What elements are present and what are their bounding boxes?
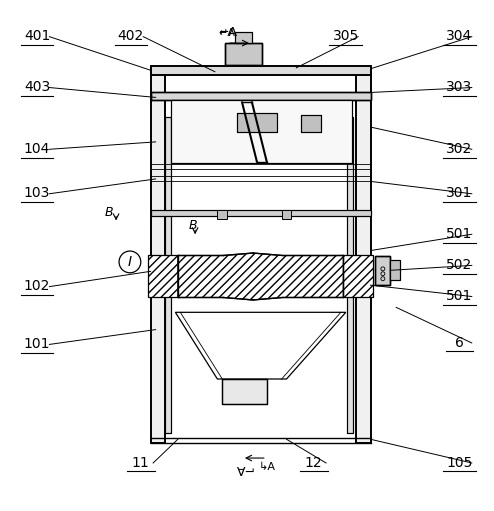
Bar <box>151 92 370 100</box>
Bar <box>375 256 390 285</box>
Bar <box>235 32 252 43</box>
Text: B: B <box>104 205 113 219</box>
Text: 502: 502 <box>446 258 473 272</box>
Bar <box>282 210 291 219</box>
Text: 6: 6 <box>455 336 464 350</box>
Bar <box>151 68 165 443</box>
Bar <box>217 210 227 219</box>
Bar <box>356 68 370 443</box>
Text: 403: 403 <box>24 80 50 94</box>
Text: 501: 501 <box>446 289 473 303</box>
Text: I: I <box>128 255 132 269</box>
Text: ⌐A: ⌐A <box>219 26 238 39</box>
Bar <box>165 117 171 433</box>
Bar <box>165 117 171 433</box>
Text: 303: 303 <box>446 80 473 94</box>
Polygon shape <box>343 256 373 297</box>
Polygon shape <box>148 256 178 297</box>
Bar <box>151 210 370 216</box>
Bar <box>151 68 165 443</box>
Bar <box>301 114 321 132</box>
Bar <box>237 113 277 132</box>
Text: 105: 105 <box>446 456 473 470</box>
Text: 301: 301 <box>446 187 473 200</box>
Bar <box>390 261 400 280</box>
Bar <box>375 256 390 285</box>
Text: B: B <box>188 219 197 233</box>
Text: 11: 11 <box>132 456 150 470</box>
Text: ↳A: ↳A <box>258 462 275 472</box>
Bar <box>347 117 353 433</box>
Bar <box>301 114 321 132</box>
Bar <box>151 66 370 75</box>
Bar <box>222 379 267 404</box>
Bar <box>151 66 370 75</box>
Text: 305: 305 <box>332 29 359 43</box>
Bar <box>151 92 370 100</box>
Text: ↵A: ↵A <box>219 28 236 38</box>
Text: 103: 103 <box>24 187 50 200</box>
Text: 501: 501 <box>446 227 473 241</box>
Bar <box>356 68 370 443</box>
Bar <box>237 113 277 132</box>
Text: 304: 304 <box>446 29 473 43</box>
Bar <box>225 43 262 65</box>
Text: 101: 101 <box>24 337 50 351</box>
Bar <box>390 261 400 280</box>
Bar <box>225 43 262 65</box>
Polygon shape <box>178 253 343 300</box>
Text: 102: 102 <box>24 279 50 293</box>
Bar <box>151 210 370 216</box>
Text: 401: 401 <box>24 29 50 43</box>
Bar <box>347 117 353 433</box>
Text: 104: 104 <box>24 142 50 156</box>
Bar <box>235 32 252 43</box>
Text: ⌐A: ⌐A <box>234 462 252 475</box>
Bar <box>222 379 267 404</box>
Text: 12: 12 <box>305 456 323 470</box>
Bar <box>171 100 352 162</box>
Bar <box>171 100 352 162</box>
Polygon shape <box>175 312 346 379</box>
Text: 402: 402 <box>118 29 144 43</box>
Text: 302: 302 <box>446 142 473 156</box>
